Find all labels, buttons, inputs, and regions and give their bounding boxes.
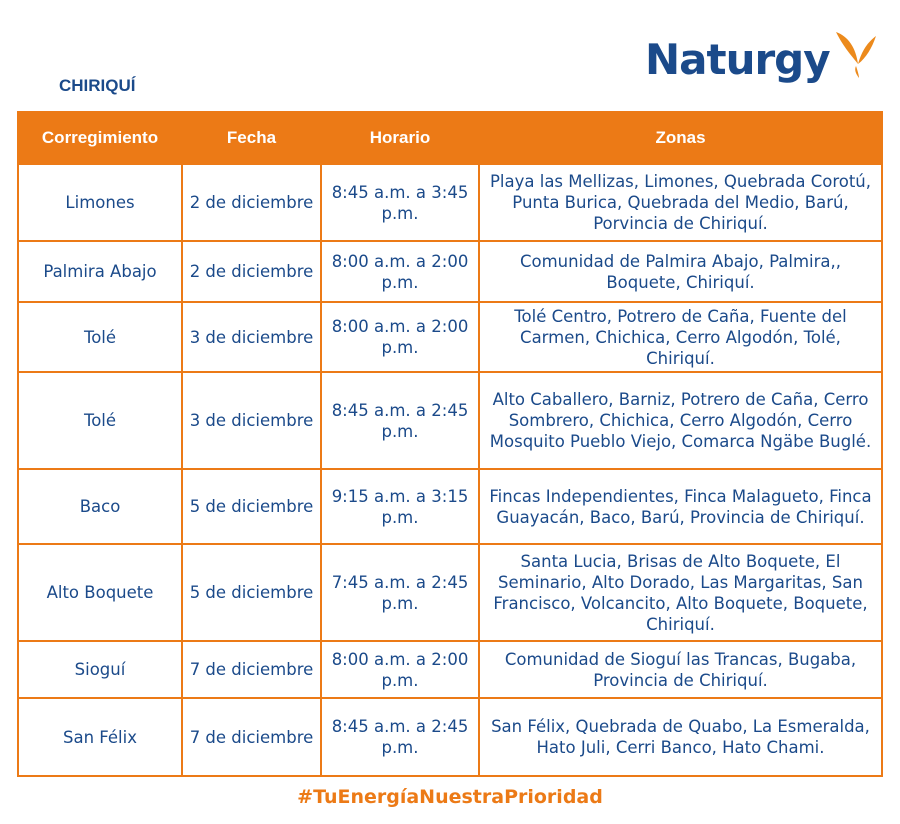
header-zonas: Zonas [478, 111, 883, 165]
table-row: Palmira Abajo 2 de diciembre 8:00 a.m. a… [17, 240, 883, 303]
cell-fecha: 3 de diciembre [181, 301, 322, 373]
cell-corregimiento: Palmira Abajo [17, 240, 183, 303]
naturgy-logo: Naturgy [645, 30, 878, 90]
cell-fecha: 2 de diciembre [181, 240, 322, 303]
cell-horario: 8:00 a.m. a 2:00 p.m. [320, 301, 480, 373]
cell-corregimiento: Tolé [17, 371, 183, 470]
cell-horario: 8:00 a.m. a 2:00 p.m. [320, 640, 480, 699]
cell-corregimiento: Alto Boquete [17, 543, 183, 642]
logo-wordmark: Naturgy [645, 35, 831, 84]
cell-horario: 9:15 a.m. a 3:15 p.m. [320, 468, 480, 545]
header-horario: Horario [320, 111, 480, 165]
cell-horario: 7:45 a.m. a 2:45 p.m. [320, 543, 480, 642]
table-row: Alto Boquete 5 de diciembre 7:45 a.m. a … [17, 543, 883, 642]
cell-fecha: 2 de diciembre [181, 163, 322, 242]
table-row: Baco 5 de diciembre 9:15 a.m. a 3:15 p.m… [17, 468, 883, 545]
cell-zonas: San Félix, Quebrada de Quabo, La Esmeral… [478, 697, 883, 777]
schedule-table: Corregimiento Fecha Horario Zonas Limone… [17, 111, 883, 777]
table-row: Sioguí 7 de diciembre 8:00 a.m. a 2:00 p… [17, 640, 883, 699]
header-corregimiento: Corregimiento [17, 111, 183, 165]
cell-fecha: 7 de diciembre [181, 640, 322, 699]
cell-zonas: Comunidad de Palmira Abajo, Palmira,, Bo… [478, 240, 883, 303]
cell-fecha: 7 de diciembre [181, 697, 322, 777]
cell-zonas: Alto Caballero, Barniz, Potrero de Caña,… [478, 371, 883, 470]
cell-zonas: Comunidad de Sioguí las Trancas, Bugaba,… [478, 640, 883, 699]
table-row: Tolé 3 de diciembre 8:45 a.m. a 2:45 p.m… [17, 371, 883, 470]
butterfly-wing-icon [835, 32, 876, 78]
cell-horario: 8:45 a.m. a 2:45 p.m. [320, 371, 480, 470]
cell-horario: 8:45 a.m. a 2:45 p.m. [320, 697, 480, 777]
cell-zonas: Santa Lucia, Brisas de Alto Boquete, El … [478, 543, 883, 642]
cell-horario: 8:45 a.m. a 3:45 p.m. [320, 163, 480, 242]
cell-corregimiento: Baco [17, 468, 183, 545]
table-row: Limones 2 de diciembre 8:45 a.m. a 3:45 … [17, 163, 883, 242]
cell-fecha: 5 de diciembre [181, 543, 322, 642]
cell-corregimiento: Limones [17, 163, 183, 242]
cell-fecha: 3 de diciembre [181, 371, 322, 470]
table-header-row: Corregimiento Fecha Horario Zonas [17, 111, 883, 165]
cell-zonas: Tolé Centro, Potrero de Caña, Fuente del… [478, 301, 883, 373]
header-fecha: Fecha [181, 111, 322, 165]
cell-corregimiento: Tolé [17, 301, 183, 373]
table-row: San Félix 7 de diciembre 8:45 a.m. a 2:4… [17, 697, 883, 777]
cell-corregimiento: San Félix [17, 697, 183, 777]
table-row: Tolé 3 de diciembre 8:00 a.m. a 2:00 p.m… [17, 301, 883, 373]
cell-corregimiento: Sioguí [17, 640, 183, 699]
hashtag: #TuEnergíaNuestraPrioridad [297, 786, 603, 808]
region-title: CHIRIQUÍ [59, 76, 136, 95]
cell-fecha: 5 de diciembre [181, 468, 322, 545]
cell-horario: 8:00 a.m. a 2:00 p.m. [320, 240, 480, 303]
cell-zonas: Fincas Independientes, Finca Malagueto, … [478, 468, 883, 545]
cell-zonas: Playa las Mellizas, Limones, Quebrada Co… [478, 163, 883, 242]
